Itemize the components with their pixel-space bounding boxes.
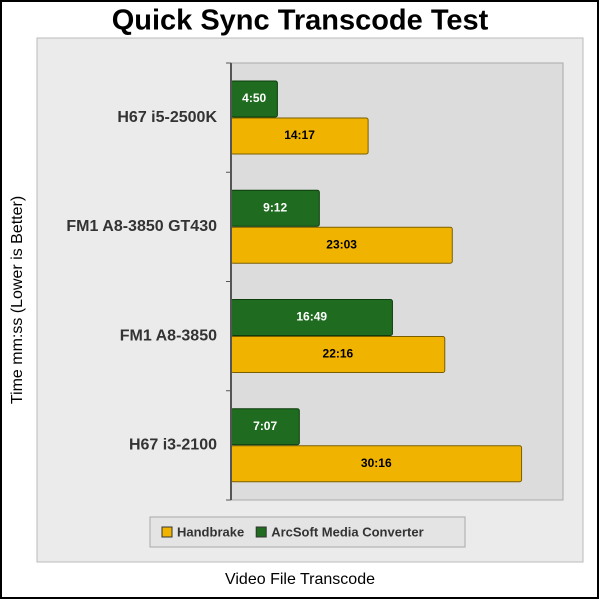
data-label: 16:49 [296, 310, 327, 324]
legend-label: ArcSoft Media Converter [271, 524, 423, 539]
y-axis-title: Time mm:ss (Lower is Better) [9, 196, 26, 404]
data-label: 14:17 [284, 128, 315, 142]
data-label: 9:12 [263, 200, 287, 214]
data-label: 23:03 [326, 237, 357, 251]
y-tick-label: FM1 A8-3850 [120, 327, 217, 344]
data-label: 4:50 [242, 91, 266, 105]
y-tick-label: H67 i5-2500K [117, 109, 217, 126]
legend-swatch [255, 526, 267, 538]
y-tick-label: H67 i3-2100 [129, 437, 217, 454]
data-label: 22:16 [323, 347, 354, 361]
legend-box [149, 516, 466, 548]
legend-swatch [161, 526, 173, 538]
data-label: 30:16 [361, 456, 392, 470]
legend-label: Handbrake [177, 524, 244, 539]
data-label: 7:07 [253, 419, 277, 433]
x-axis-title: Video File Transcode [225, 571, 375, 588]
chart-title: Quick Sync Transcode Test [112, 5, 489, 37]
y-tick-label: FM1 A8-3850 GT430 [66, 218, 217, 235]
